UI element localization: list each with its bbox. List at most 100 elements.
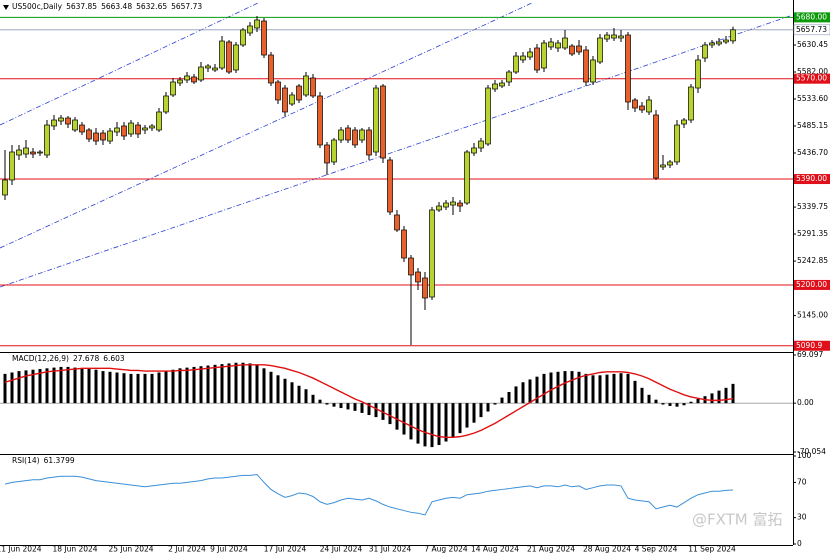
macd-bar [675,403,679,407]
macd-bar [528,379,532,404]
candle-body [506,71,512,83]
candle-body [254,19,260,29]
candle-body [191,76,197,83]
macd-bar [269,371,273,404]
panel-header: MACD(12,26,9) 27.678 6.603 [12,354,125,363]
macd-bar [689,401,693,404]
candle-body [499,82,505,87]
level-label: 5680.00 [796,12,827,21]
x-tick-label: 21 Aug 2024 [527,545,575,554]
macd-bar [220,364,224,404]
candle-body [2,179,8,196]
macd-bar [213,364,217,404]
macd-bar [647,394,651,404]
candle-body [261,20,267,56]
macd-bar [339,403,343,409]
candle-body [282,87,288,113]
candle-body [226,41,232,73]
header-value: 6.603 [103,354,125,363]
macd-bar [605,374,609,404]
candle-body [135,124,141,135]
candle-body [303,75,309,96]
macd-bar [136,373,140,404]
trend-line [0,2,533,249]
candle-body [163,95,169,113]
macd-bar [668,403,672,406]
candle-body [65,117,71,125]
candle-body [611,34,617,39]
x-tick-label: 4 Sep 2024 [635,545,678,554]
macd-bar [171,369,175,404]
macd-bar [731,383,735,404]
macd-bar [178,368,182,404]
macd-bar [556,371,560,404]
candle-body [72,119,78,131]
y-tick-label: 5485.15 [797,121,828,130]
candle-body [436,205,442,211]
macd-bar [388,403,392,425]
macd-bar [724,387,728,404]
macd-bar [395,403,399,430]
header-value: 5663.48 [101,2,132,11]
candle-body [156,111,162,131]
macd-bar [374,403,378,418]
candle-body [93,132,99,142]
trend-line [0,15,791,288]
level-label-box [794,279,830,290]
candle-body [149,125,155,129]
macd-bar [423,403,427,447]
level-label-box [794,12,830,23]
candle-body [534,47,540,71]
candle-body [205,65,211,69]
y-tick-label: 0.00 [797,398,814,407]
candle-body [296,85,302,101]
macd-bar [402,403,406,435]
macd-bar [87,369,91,404]
y-tick-label: 5582.00 [797,67,828,76]
macd-bar [234,362,238,404]
y-tick-label: -70.054 [797,447,826,456]
candle-body [730,29,736,42]
panel-title: RSI(14) [12,456,40,465]
candle-body [604,34,610,40]
candle-body [527,51,533,58]
macd-bar [570,371,574,404]
signal-line [4,364,734,439]
macd-bar [472,403,476,423]
candle-body [289,94,295,105]
current-price-box [793,24,830,36]
macd-bar [150,373,154,404]
candle-body [415,271,421,283]
candle-body [380,85,386,159]
macd-bar [157,372,161,404]
candle-body [58,117,64,122]
candle-body [674,124,680,163]
candle-body [422,277,428,299]
candle-body [366,129,372,156]
candle-body [79,124,85,133]
candle-body [576,45,582,53]
panel-header: US500c,Daily 5637.85 5663.48 5632.65 5657.73 [12,2,202,11]
level-label: 5570.00 [796,74,827,83]
macd-bar [255,364,259,404]
candle-body [688,86,694,121]
candle-body [9,151,15,181]
macd-bar [143,373,147,404]
candle-body [30,151,36,155]
candle-body [107,130,113,142]
candle-body [331,139,337,163]
x-tick-label: 9 Jul 2024 [210,545,248,554]
x-tick-label: 31 Jul 2024 [369,545,412,554]
macd-bar [514,386,518,404]
macd-bar [325,403,329,405]
candle-body [373,87,379,153]
y-tick-label: 69.097 [797,350,823,359]
macd-bar [612,373,616,404]
candle-body [247,25,253,34]
header-value: 27.678 [73,354,99,363]
y-tick-label: 30 [797,513,807,522]
candle-body [478,140,484,149]
x-tick-label: 11 Sep 2024 [688,545,736,554]
level-label-box [794,73,830,84]
candle-body [723,39,729,43]
